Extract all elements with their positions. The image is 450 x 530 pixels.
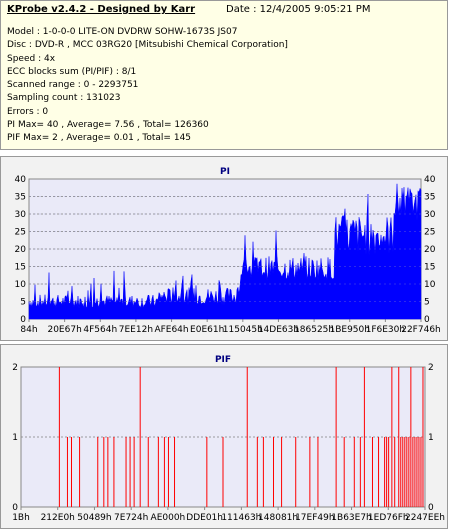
pi-chart: PI 0 0 5 5 10 10 15 15 20 20 25 25 30 30 35 35 40 40 84h 20E… — [15, 167, 441, 335]
pi-ytick-left: 25 — [15, 228, 26, 238]
info-line-model: Model : 1-0-0-0 LITE-ON DVDRW SOHW-1673S… — [7, 27, 238, 37]
pif-chart: PIF 0 0 1 1 2 2 1Bh 212E0h 50489h 7E724h AE000h DDE0… — [12, 355, 445, 523]
pi-chart-panel: PI 0 0 5 5 10 10 15 15 20 20 25 25 30 30 35 35 40 40 84h 20E… — [0, 156, 448, 341]
pif-xtick-label: 17EF49h — [295, 513, 334, 523]
pif-xtick-label: 1Bh — [12, 513, 30, 523]
pif-xtick-label: 50489h — [77, 513, 111, 523]
pi-ytick-left: 40 — [15, 175, 27, 185]
pi-xtick-label: 20E67h — [47, 325, 81, 335]
pi-xtick-label: 115045h — [223, 325, 263, 335]
pi-xtick-label: 186525h — [294, 325, 334, 335]
pif-title: PIF — [215, 355, 231, 365]
pi-ytick-right: 10 — [424, 280, 436, 290]
info-line-pi: PI Max= 40 , Average= 7.56 , Total= 1263… — [7, 120, 209, 131]
pi-ytick-left: 15 — [15, 263, 26, 273]
pi-ytick-right: 40 — [424, 175, 436, 185]
pif-ytick-right: 1 — [428, 433, 434, 443]
info-line-sampling: Sampling count : 131023 — [7, 93, 121, 104]
pi-ytick-right: 25 — [424, 228, 435, 238]
pi-ytick-right: 30 — [424, 210, 436, 220]
info-line-speed: Speed : 4x — [7, 53, 56, 64]
pif-ytick-right: 2 — [428, 363, 434, 373]
info-line-disc: Disc : DVD-R , MCC 03RG20 [Mitsubishi Ch… — [7, 40, 288, 51]
pi-xtick-label: 7EE12h — [119, 325, 153, 335]
info-panel: KProbe v2.4.2 - Designed by Karr Date : … — [0, 0, 448, 150]
app-title: KProbe v2.4.2 - Designed by Karr — [7, 4, 196, 15]
pif-xtick-label: 2247EEh — [405, 513, 445, 523]
pif-ytick-left: 1 — [12, 433, 18, 443]
pi-xtick-label: E0E61h — [190, 325, 224, 335]
info-line-pif: PIF Max= 2 , Average= 0.01 , Total= 145 — [7, 133, 192, 144]
pif-chart-panel: PIF 0 0 1 1 2 2 1Bh 212E0h 50489h 7E724h AE000h DDE0… — [0, 344, 448, 529]
pif-ytick-right: 0 — [428, 503, 434, 513]
pi-ytick-right: 5 — [424, 298, 430, 308]
pif-xtick-label: DDE01h — [186, 513, 223, 523]
pi-xtick-label: 1F6E30h — [366, 325, 405, 335]
pif-ytick-left: 2 — [12, 363, 18, 373]
info-line-range: Scanned range : 0 - 2293751 — [7, 80, 139, 91]
pi-xtick-label: 1BE950h — [329, 325, 369, 335]
pi-ytick-right: 15 — [424, 263, 435, 273]
pif-xtick-label: 7E724h — [114, 513, 148, 523]
pif-xtick-label: 212E0h — [41, 513, 75, 523]
pif-xtick-label: 148081h — [258, 513, 298, 523]
pif-xtick-label: 1B63E7h — [331, 513, 371, 523]
pi-xtick-label: 84h — [20, 325, 37, 335]
pif-xtick-label: AE000h — [151, 513, 186, 523]
pi-ytick-left: 10 — [15, 280, 27, 290]
pif-ytick-left: 0 — [12, 503, 18, 513]
pi-xtick-label: 22F746h — [401, 325, 441, 335]
pi-ytick-left: 30 — [15, 210, 27, 220]
pi-xtick-label: 4F564h — [83, 325, 117, 335]
pi-xtick-label: 14DE63h — [258, 325, 299, 335]
pi-ytick-left: 5 — [20, 298, 26, 308]
pi-xtick-label: AFE64h — [154, 325, 188, 335]
pif-xtick-label: 1ED76Fh — [368, 513, 409, 523]
pi-ytick-right: 20 — [424, 245, 436, 255]
scan-date: Date : 12/4/2005 9:05:21 PM — [226, 4, 371, 15]
pi-ytick-right: 35 — [424, 193, 435, 203]
pif-xtick-label: 111463h — [221, 513, 261, 523]
pi-ytick-left: 35 — [15, 193, 26, 203]
pi-ytick-left: 20 — [15, 245, 27, 255]
pi-series-area — [28, 183, 422, 320]
info-line-errors: Errors : 0 — [7, 106, 49, 117]
pi-ytick-right: 0 — [424, 315, 430, 325]
info-lines: Model : 1-0-0-0 LITE-ON DVDRW SOHW-1673S… — [7, 26, 288, 146]
info-line-ecc: ECC blocks sum (PI/PIF) : 8/1 — [7, 66, 137, 77]
pi-ytick-left: 0 — [20, 315, 26, 325]
pi-title: PI — [220, 167, 230, 177]
